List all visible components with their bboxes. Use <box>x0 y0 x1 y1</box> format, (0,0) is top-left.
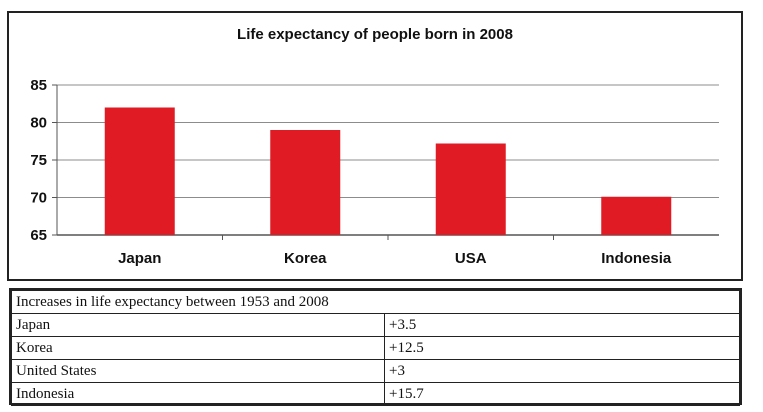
table-header: Increases in life expectancy between 195… <box>11 290 740 314</box>
y-tick-label: 75 <box>30 152 47 169</box>
x-category-label: Korea <box>284 250 327 267</box>
country-cell: Korea <box>11 336 385 360</box>
y-tick-label: 80 <box>30 115 47 132</box>
table-row: Japan +3.5 <box>11 313 740 337</box>
y-tick-label: 70 <box>30 190 47 207</box>
country-cell: United States <box>11 359 385 383</box>
increase-table-frame: Increases in life expectancy between 195… <box>9 288 742 406</box>
x-category-label: USA <box>455 250 487 267</box>
bar-korea <box>270 130 341 235</box>
y-tick-label: 85 <box>30 77 47 94</box>
x-category-label: Japan <box>118 250 161 267</box>
table-header-row: Increases in life expectancy between 195… <box>11 290 740 314</box>
table-row: United States +3 <box>11 359 740 383</box>
country-cell: Indonesia <box>11 382 385 406</box>
chart-title: Life expectancy of people born in 2008 <box>237 26 513 43</box>
bar-japan <box>104 107 175 235</box>
bar-chart: Life expectancy of people born in 2008 6… <box>30 26 719 267</box>
table-row: Indonesia +15.7 <box>11 382 740 406</box>
bars <box>104 107 672 235</box>
increase-table: Increases in life expectancy between 195… <box>11 290 740 406</box>
country-cell: Japan <box>11 313 385 337</box>
bar-usa <box>435 143 506 235</box>
bar-indonesia <box>601 196 672 235</box>
chart-frame: Life expectancy of people born in 2008 6… <box>7 11 743 281</box>
increase-cell: +12.5 <box>384 336 740 360</box>
x-category-label: Indonesia <box>601 250 672 267</box>
x-axis-categories: Japan Korea USA Indonesia <box>118 235 672 267</box>
y-axis-ticks: 65 70 75 80 85 <box>30 77 47 244</box>
increase-cell: +3 <box>384 359 740 383</box>
increase-cell: +15.7 <box>384 382 740 406</box>
table-row: Korea +12.5 <box>11 336 740 360</box>
y-tick-label: 65 <box>30 227 47 244</box>
increase-cell: +3.5 <box>384 313 740 337</box>
